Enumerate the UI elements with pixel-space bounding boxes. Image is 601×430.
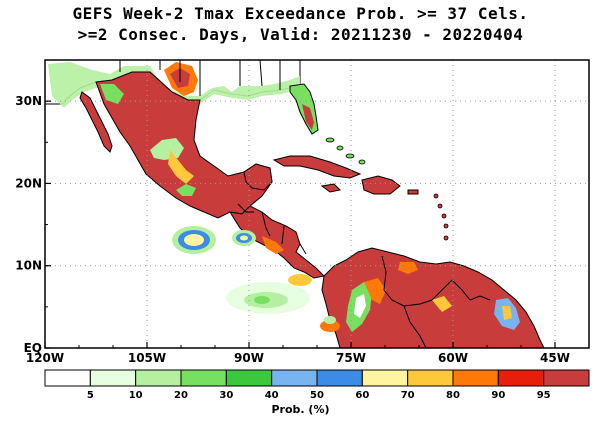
pacific-blob-4 (288, 274, 312, 286)
venezuela-orange (398, 262, 418, 274)
y-tick-label: EQ (24, 341, 42, 355)
pacific-blob-5 (320, 320, 340, 332)
pacific-blob-2-core (240, 235, 248, 241)
legend-swatch (89, 369, 137, 387)
baja-california (79, 91, 113, 153)
guiana-yellow (432, 296, 452, 312)
legend-title: Prob. (%) (271, 403, 330, 416)
legend-swatch (135, 369, 182, 387)
x-tick-label: 45W (540, 351, 570, 365)
legend-break-label: 40 (265, 390, 279, 401)
map-title-line-2: >=2 Consec. Days, Valid: 20211230 - 2022… (77, 25, 524, 44)
south-america (321, 247, 545, 348)
legend-break-label: 10 (129, 390, 143, 401)
legend-break-label: 90 (491, 390, 505, 401)
mexico-central-green (150, 138, 184, 160)
sa-borders (381, 255, 491, 348)
y-tick-label: 30N (15, 94, 42, 108)
legend-break-label: 30 (219, 390, 233, 401)
legend-swatch (225, 369, 273, 387)
legend-swatch (543, 369, 590, 387)
legend-swatch (497, 369, 545, 387)
mexico-central-yellow (168, 150, 194, 184)
legend-break-label: 80 (446, 390, 460, 401)
amazon-yellow (502, 306, 512, 320)
us-state-lines (119, 60, 281, 96)
legend-swatch (452, 369, 499, 387)
usa-green-fringe (48, 62, 300, 108)
legend-swatch (407, 369, 454, 387)
legend-break-label: 60 (355, 390, 369, 401)
legend-swatch (44, 369, 91, 387)
legend-swatch (361, 369, 409, 387)
legend-swatch (180, 369, 227, 387)
pacific-blob-3-core (254, 296, 270, 304)
jamaica (320, 183, 342, 193)
x-axis: 120W 105W 90W 75W 60W 45W (26, 342, 570, 365)
florida-high (302, 104, 314, 130)
pacific-blob-6 (324, 316, 336, 324)
cuba (272, 155, 362, 179)
legend-break-label: 50 (310, 390, 324, 401)
x-tick-label: 75W (336, 351, 366, 365)
legend-break-label: 95 (537, 390, 551, 401)
x-tick-label: 90W (234, 351, 264, 365)
lesser-antilles (433, 193, 449, 241)
mexico-south-green (176, 184, 196, 196)
map-area (45, 60, 589, 348)
puerto-rico (407, 189, 419, 195)
central-america-orange (262, 236, 284, 254)
legend-swatch (271, 369, 318, 387)
legend-break-label: 70 (401, 390, 415, 401)
bahamas (325, 137, 366, 165)
x-tick-label: 105W (128, 351, 166, 365)
legend-break-label: 5 (87, 390, 94, 401)
x-tick-label: 120W (26, 351, 64, 365)
map-title-line-1: GEFS Week-2 Tmax Exceedance Prob. >= 37 … (72, 4, 529, 23)
legend-break-label: 20 (174, 390, 188, 401)
legend-colorbar: 5 10 20 30 40 50 60 70 80 90 95 (44, 369, 590, 401)
mexico (95, 71, 273, 219)
y-tick-label: 20N (15, 176, 42, 190)
y-tick-label: 10N (15, 259, 42, 273)
legend-swatch (316, 369, 363, 387)
mexico-nw-green (100, 84, 124, 104)
ca-borders (237, 203, 307, 255)
andes-white (354, 294, 366, 318)
y-axis: 30N 20N 10N EQ (15, 94, 51, 355)
x-tick-label: 60W (438, 351, 468, 365)
pacific-blob-1-core (184, 234, 204, 246)
hispaniola (361, 175, 401, 195)
gridlines (45, 60, 589, 348)
colombia-orange (364, 278, 386, 304)
